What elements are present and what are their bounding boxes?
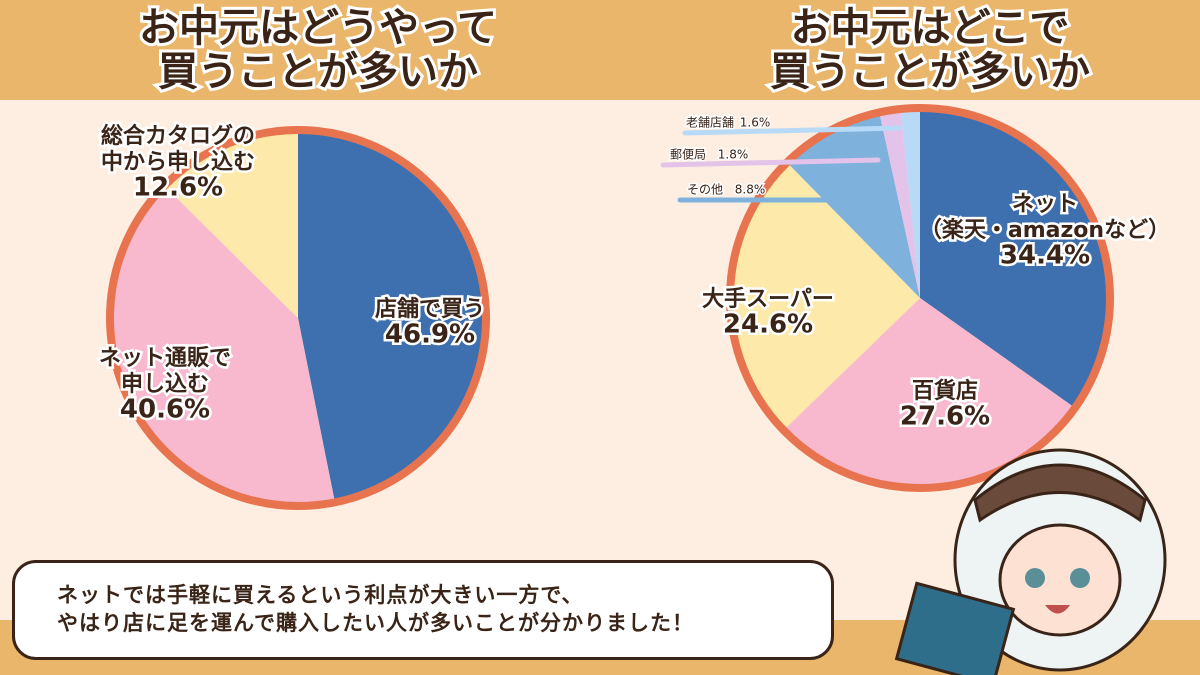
pie-slice	[783, 298, 1075, 489]
pie-slice	[900, 108, 920, 298]
pie-slice	[298, 130, 486, 503]
pie-slice	[730, 162, 920, 431]
value-label: 1.8%	[718, 148, 749, 162]
value-label: 8.8%	[735, 183, 766, 197]
slice-label: ネット（楽天・amazonなど）	[920, 192, 1170, 243]
value-label: 24.6%	[723, 310, 813, 340]
pie-slice	[920, 108, 1110, 408]
slice-label: ネット通販で申し込む	[99, 346, 231, 397]
bubble-line: ネットでは手軽に買えるという利点が大きい一方で、	[57, 583, 584, 607]
value-label: 34.4%	[1000, 241, 1090, 271]
pie-slice	[786, 112, 920, 299]
slice-label: 店舗で買う	[375, 296, 485, 322]
pie-slice	[110, 185, 335, 506]
slice-label: その他	[687, 183, 723, 197]
header-band	[0, 0, 1200, 100]
slice-label: 大手スーパー	[702, 287, 834, 312]
value-label: 46.9%	[385, 320, 475, 350]
pie-slice	[879, 108, 920, 299]
chart-title: お中元はどうやって買うことが多いか	[139, 5, 497, 95]
speech-bubble: ネットでは手軽に買えるという利点が大きい一方で、 やはり店に足を運んで購入したい…	[12, 560, 834, 660]
character	[894, 448, 1167, 675]
value-label: 1.6%	[740, 116, 771, 130]
bubble-line: やはり店に足を運んで購入したい人が多いことが分かりました！	[57, 611, 694, 635]
value-label: 12.6%	[133, 173, 223, 203]
slice-label: 総合カタログの中から申し込む	[101, 123, 255, 175]
value-label: 40.6%	[120, 395, 210, 425]
value-label: 27.6%	[900, 402, 990, 432]
leader-line	[660, 157, 881, 168]
chart-title: お中元はどこで買うことが多いか	[770, 5, 1090, 95]
slice-label: 郵便局	[670, 148, 706, 162]
pie-border	[726, 104, 1114, 492]
slice-label: 老舗店舗	[686, 116, 734, 130]
pie-slice	[164, 130, 298, 318]
leader-line	[682, 125, 903, 136]
slice-label: 百貨店	[912, 378, 978, 404]
pie-border	[106, 126, 490, 510]
